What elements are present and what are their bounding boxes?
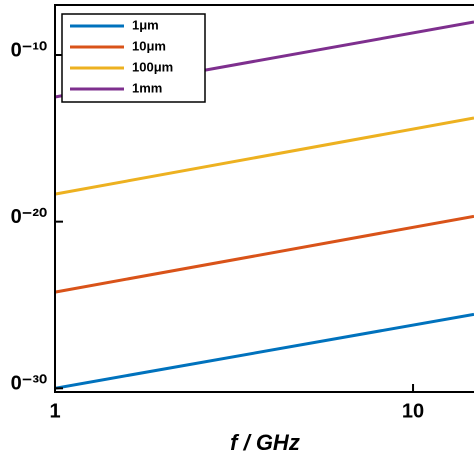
- y-tick-label: 0⁻¹⁰: [11, 39, 47, 61]
- y-tick-label: 0⁻²⁰: [11, 206, 47, 228]
- x-axis-label: f / GHz: [230, 430, 300, 455]
- data-line: [54, 312, 474, 390]
- legend-label: 1μm: [132, 17, 159, 32]
- legend-label: 100μm: [132, 59, 173, 74]
- data-line: [54, 214, 474, 294]
- x-tick-label: 10: [402, 400, 424, 422]
- legend-box: [61, 13, 206, 103]
- x-tick-label: 1: [49, 400, 60, 422]
- y-tick-label: 0⁻³⁰: [11, 373, 47, 395]
- legend-label: 1mm: [132, 80, 162, 95]
- data-line: [54, 116, 474, 196]
- legend-label: 10μm: [132, 38, 166, 53]
- plot-frame: [54, 4, 474, 393]
